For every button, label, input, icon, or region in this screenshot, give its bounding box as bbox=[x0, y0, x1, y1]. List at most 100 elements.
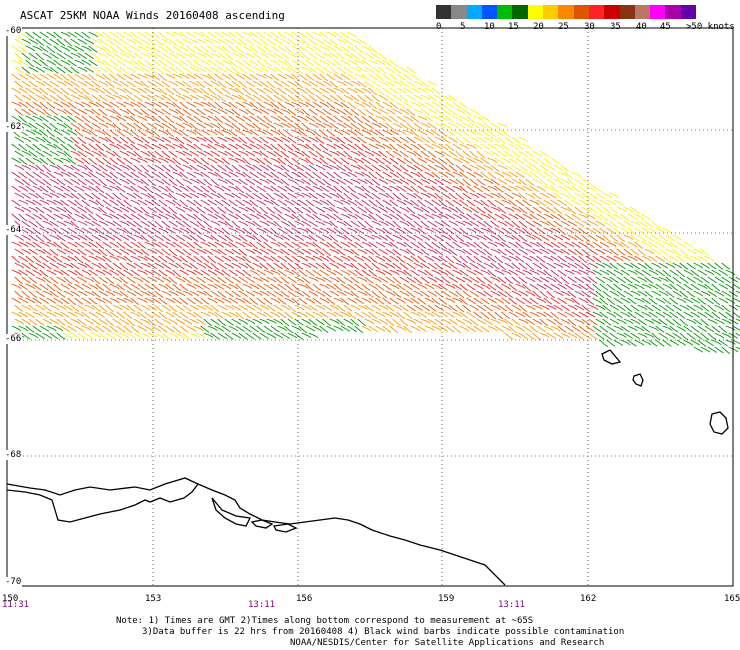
wind-barb bbox=[95, 185, 105, 193]
wind-barb bbox=[291, 199, 301, 207]
wind-barb bbox=[231, 332, 242, 339]
wind-barb bbox=[357, 178, 368, 185]
wind-barb bbox=[441, 108, 452, 115]
wind-barb bbox=[326, 255, 336, 263]
wind-barb bbox=[567, 332, 578, 339]
wind-barb bbox=[487, 157, 498, 163]
wind-barb bbox=[424, 311, 435, 317]
wind-barb bbox=[364, 136, 375, 142]
wind-barb bbox=[147, 150, 157, 158]
wind-barb bbox=[109, 213, 120, 220]
wind-barb bbox=[508, 157, 518, 165]
wind-barb bbox=[462, 234, 473, 241]
wind-barb bbox=[137, 227, 147, 235]
wind-barb bbox=[224, 164, 234, 172]
wind-barb bbox=[616, 206, 627, 213]
wind-barb bbox=[280, 262, 290, 270]
wind-barb bbox=[375, 185, 385, 192]
wind-barb bbox=[32, 73, 42, 81]
wind-barb bbox=[672, 290, 683, 297]
wind-barb bbox=[168, 136, 179, 142]
wind-barb bbox=[186, 297, 196, 305]
wind-barb bbox=[532, 332, 542, 341]
wind-barb bbox=[263, 31, 273, 38]
wind-barb bbox=[550, 185, 560, 193]
wind-barb bbox=[294, 52, 305, 59]
wind-barb bbox=[504, 164, 515, 171]
wind-barb bbox=[637, 332, 648, 338]
wind-barb bbox=[214, 199, 224, 207]
wind-barb bbox=[228, 87, 239, 93]
wind-barb bbox=[35, 262, 46, 269]
wind-barb bbox=[588, 234, 598, 242]
wind-barb bbox=[67, 213, 77, 222]
wind-barb bbox=[189, 276, 199, 283]
wind-barb bbox=[252, 192, 262, 200]
wind-barb bbox=[364, 66, 375, 73]
longitude-label: 150 bbox=[2, 594, 19, 604]
wind-barb bbox=[553, 276, 563, 285]
wind-barb bbox=[683, 283, 693, 291]
wind-barb bbox=[462, 178, 472, 187]
wind-barb bbox=[284, 311, 294, 319]
wind-barb bbox=[88, 171, 98, 179]
wind-barb bbox=[256, 143, 266, 151]
wind-barb bbox=[109, 311, 119, 319]
wind-barb bbox=[256, 269, 267, 276]
map-frame bbox=[6, 27, 734, 587]
wind-barb bbox=[581, 290, 591, 298]
wind-barb bbox=[357, 38, 368, 45]
wind-barb bbox=[333, 45, 344, 52]
wind-barb bbox=[182, 304, 192, 312]
wind-barb bbox=[186, 213, 197, 220]
wind-barb bbox=[595, 262, 606, 269]
wind-barb bbox=[350, 262, 360, 270]
wind-barb bbox=[252, 276, 263, 282]
wind-barb bbox=[14, 80, 24, 88]
wind-barb bbox=[175, 178, 185, 187]
wind-barb bbox=[683, 311, 694, 318]
wind-barb bbox=[340, 199, 351, 206]
wind-barb bbox=[172, 283, 182, 291]
wind-barb bbox=[469, 150, 479, 159]
wind-barb bbox=[336, 136, 346, 144]
wind-barb bbox=[315, 234, 325, 242]
wind-barb bbox=[221, 73, 232, 80]
wind-barb bbox=[567, 318, 577, 326]
wind-barb bbox=[39, 213, 49, 221]
wind-barb bbox=[546, 290, 556, 299]
wind-barb bbox=[557, 255, 567, 263]
wind-barb bbox=[707, 332, 717, 340]
wind-barb bbox=[175, 38, 185, 46]
wind-barb bbox=[91, 262, 102, 269]
wind-barb bbox=[60, 115, 71, 122]
wind-barb bbox=[312, 227, 323, 234]
wind-barb bbox=[46, 157, 56, 165]
wind-barb bbox=[196, 150, 207, 157]
wind-barb bbox=[175, 206, 186, 213]
wind-barb bbox=[39, 297, 49, 304]
wind-barb bbox=[67, 185, 77, 193]
wind-barb bbox=[543, 213, 554, 220]
wind-barb bbox=[263, 59, 273, 67]
wind-barb bbox=[448, 94, 458, 102]
wind-barb bbox=[315, 52, 325, 60]
wind-barb bbox=[546, 206, 556, 214]
wind-barb bbox=[595, 304, 606, 311]
wind-barb bbox=[455, 122, 466, 129]
wind-barb bbox=[406, 108, 416, 116]
wind-barb bbox=[252, 38, 262, 46]
wind-barb bbox=[375, 227, 386, 234]
wind-barb bbox=[158, 185, 169, 192]
wind-barb bbox=[88, 325, 98, 333]
wind-barb bbox=[427, 220, 437, 228]
wind-barb bbox=[77, 178, 87, 186]
wind-barb bbox=[203, 52, 214, 59]
wind-barb bbox=[469, 108, 480, 115]
wind-barb bbox=[620, 213, 630, 221]
wind-barb bbox=[532, 318, 543, 325]
wind-barb bbox=[196, 234, 206, 242]
wind-barb bbox=[182, 108, 192, 116]
wind-barb bbox=[252, 262, 263, 269]
wind-barb bbox=[529, 269, 540, 276]
